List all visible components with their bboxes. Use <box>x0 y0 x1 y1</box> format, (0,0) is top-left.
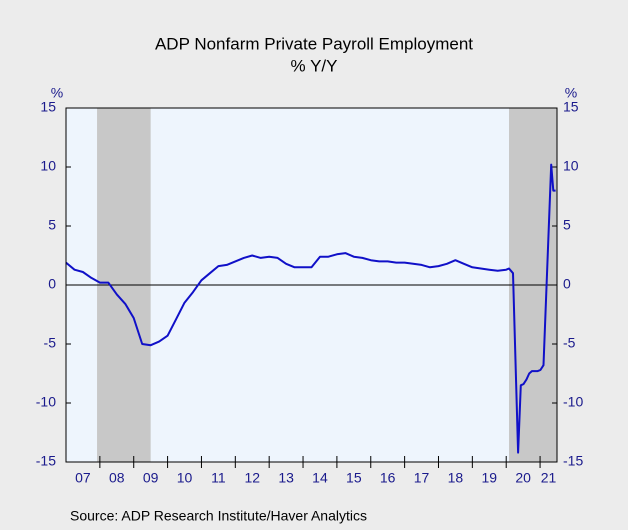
x-tick-label: 21 <box>541 470 557 486</box>
source-note: Source: ADP Research Institute/Haver Ana… <box>70 508 367 524</box>
y2-tick-label: -5 <box>563 335 576 351</box>
x-tick-label: 20 <box>515 470 531 486</box>
x-tick-label: 12 <box>244 470 260 486</box>
x-tick-label: 08 <box>109 470 125 486</box>
y2-axis-unit: % <box>565 85 577 101</box>
x-tick-label: 15 <box>346 470 362 486</box>
y2-tick-label: 10 <box>563 158 579 174</box>
chart-subtitle: % Y/Y <box>291 56 338 75</box>
y-tick-label: 5 <box>48 217 56 233</box>
x-tick-label: 09 <box>143 470 159 486</box>
data-line <box>65 163 556 454</box>
y2-tick-label: 15 <box>563 99 579 115</box>
y-tick-label: 15 <box>40 99 56 115</box>
y2-tick-label: 5 <box>563 217 571 233</box>
x-tick-label: 11 <box>211 470 226 486</box>
y-tick-label: -5 <box>44 335 57 351</box>
x-tick-label: 07 <box>75 470 91 486</box>
y2-tick-label: 0 <box>563 276 571 292</box>
x-tick-label: 19 <box>481 470 497 486</box>
y2-tick-label: -15 <box>563 453 583 469</box>
x-tick-label: 17 <box>414 470 430 486</box>
plot-border <box>65 107 558 463</box>
y-axis-unit: % <box>51 85 63 101</box>
x-tick-label: 14 <box>312 470 328 486</box>
chart-title: ADP Nonfarm Private Payroll Employment <box>155 34 473 53</box>
x-tick-label: 18 <box>448 470 464 486</box>
x-tick-label: 13 <box>278 470 294 486</box>
y-tick-label: 0 <box>48 276 56 292</box>
x-tick-label: 16 <box>380 470 396 486</box>
y-tick-label: -10 <box>36 394 56 410</box>
y-tick-label: 10 <box>40 158 56 174</box>
y2-tick-label: -10 <box>563 394 583 410</box>
y-tick-label: -15 <box>36 453 56 469</box>
x-tick-label: 10 <box>177 470 193 486</box>
